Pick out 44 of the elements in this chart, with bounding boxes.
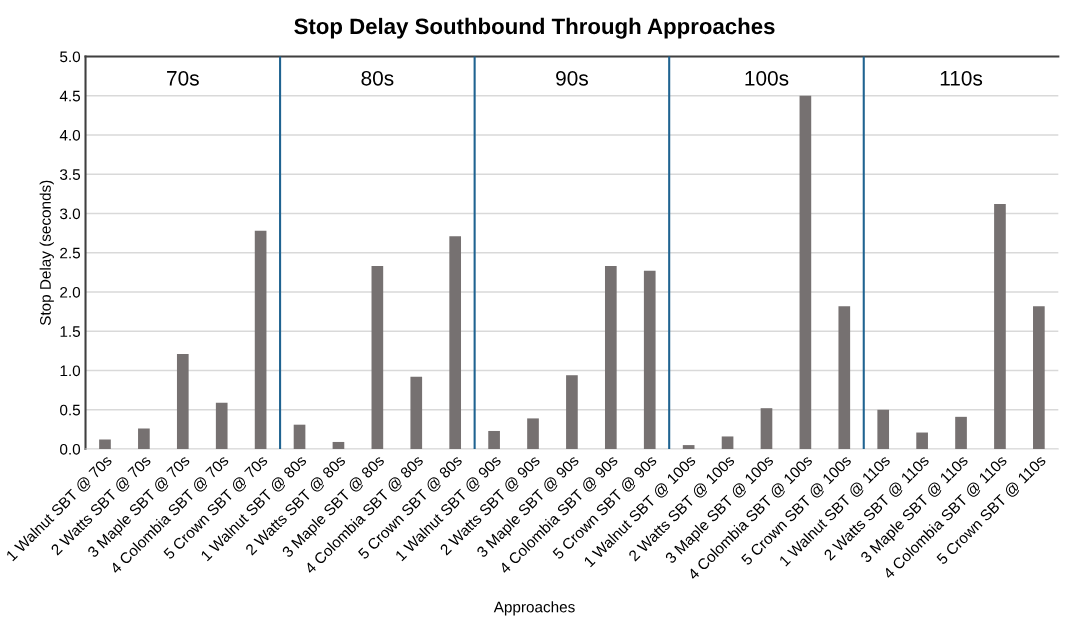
bar — [293, 424, 306, 450]
x-axis-title: Approaches — [493, 601, 575, 616]
bar — [488, 430, 500, 450]
bar — [955, 416, 967, 450]
y-tick-label: 3.0 — [60, 208, 81, 220]
y-tick-label: 4.5 — [59, 90, 81, 102]
bar — [994, 204, 1006, 450]
bar — [332, 441, 345, 450]
bar — [799, 95, 812, 450]
bar — [410, 376, 423, 450]
annotation: 80s — [361, 70, 394, 86]
y-tick-label: 1.5 — [60, 326, 81, 337]
bar — [916, 432, 928, 450]
annotation: 100s — [745, 70, 789, 86]
bar — [449, 236, 462, 450]
y-tick-label: 0.0 — [60, 443, 81, 455]
annotation: 110s — [940, 70, 983, 86]
bar — [1033, 306, 1045, 450]
y-tick-label: 2.0 — [60, 286, 81, 298]
y-axis-title: Stop Delay (seconds) — [39, 180, 54, 326]
y-tick-label: 3.5 — [60, 169, 81, 180]
y-tick-label: 0.5 — [60, 404, 81, 416]
annotation: 90s — [556, 70, 588, 86]
bar — [838, 306, 851, 450]
bar — [682, 445, 695, 450]
bar — [254, 230, 267, 450]
y-tick-label: 5.0 — [60, 51, 81, 63]
bar — [99, 439, 111, 450]
y-tick-label: 2.5 — [60, 247, 81, 259]
bar — [527, 418, 539, 450]
chart-title: Stop Delay Southbound Through Approaches — [294, 17, 775, 39]
bar — [566, 375, 578, 450]
bar — [877, 409, 890, 450]
bar — [371, 266, 384, 450]
y-tick-label: 1.0 — [60, 365, 81, 377]
bar — [643, 270, 656, 450]
bar — [604, 266, 617, 450]
annotation: 70s — [167, 70, 199, 86]
bar — [138, 428, 150, 450]
bar — [760, 408, 773, 450]
y-tick-label: 4.0 — [59, 129, 81, 141]
bar — [176, 354, 189, 450]
bar — [215, 402, 228, 450]
bar — [721, 436, 734, 450]
